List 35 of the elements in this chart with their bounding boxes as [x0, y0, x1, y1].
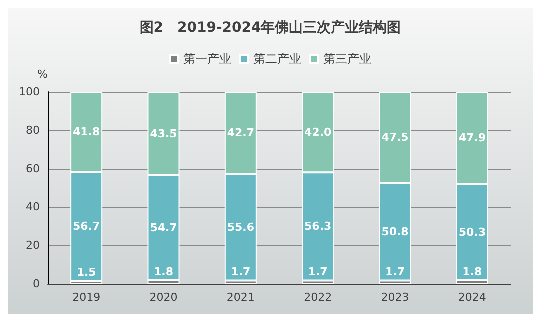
x-tick-label: 2023	[381, 291, 410, 304]
data-label: 54.7	[150, 222, 178, 235]
data-label: 1.7	[231, 266, 251, 279]
data-label: 41.8	[73, 126, 100, 139]
data-label: 50.8	[382, 225, 409, 238]
legend-label: 第三产业	[324, 52, 372, 66]
y-tick-label: 40	[26, 200, 40, 214]
x-tick-label: 2022	[304, 291, 332, 304]
data-label: 1.7	[386, 266, 405, 279]
y-axis-title: %	[38, 68, 48, 81]
data-label: 56.3	[304, 220, 332, 234]
data-label: 42.0	[304, 126, 332, 139]
chart-title: 图2 2019-2024年佛山三次产业结构图	[140, 19, 402, 36]
y-tick-label: 20	[26, 239, 40, 252]
data-label: 56.7	[73, 220, 100, 234]
y-tick-label: 60	[26, 162, 40, 176]
y-tick-label: 0	[33, 278, 40, 290]
x-tick-label: 2024	[458, 291, 486, 304]
legend-label: 第二产业	[254, 52, 302, 66]
data-label: 1.8	[462, 266, 482, 279]
data-label: 55.6	[227, 220, 255, 234]
data-label: 1.7	[308, 266, 328, 279]
legend-label: 第一产业	[184, 52, 232, 66]
y-tick-label: 80	[26, 124, 40, 137]
data-label: 43.5	[150, 127, 178, 140]
y-tick-label: 100	[19, 86, 40, 98]
data-label: 47.9	[458, 131, 486, 144]
data-label: 50.3	[458, 226, 486, 239]
x-tick-label: 2020	[150, 291, 178, 304]
data-label: 1.8	[154, 266, 174, 279]
data-label: 47.5	[382, 131, 409, 144]
x-tick-label: 2019	[72, 291, 101, 304]
data-label: 42.7	[227, 126, 254, 140]
data-label: 1.5	[76, 266, 96, 280]
x-tick-label: 2021	[226, 291, 255, 304]
